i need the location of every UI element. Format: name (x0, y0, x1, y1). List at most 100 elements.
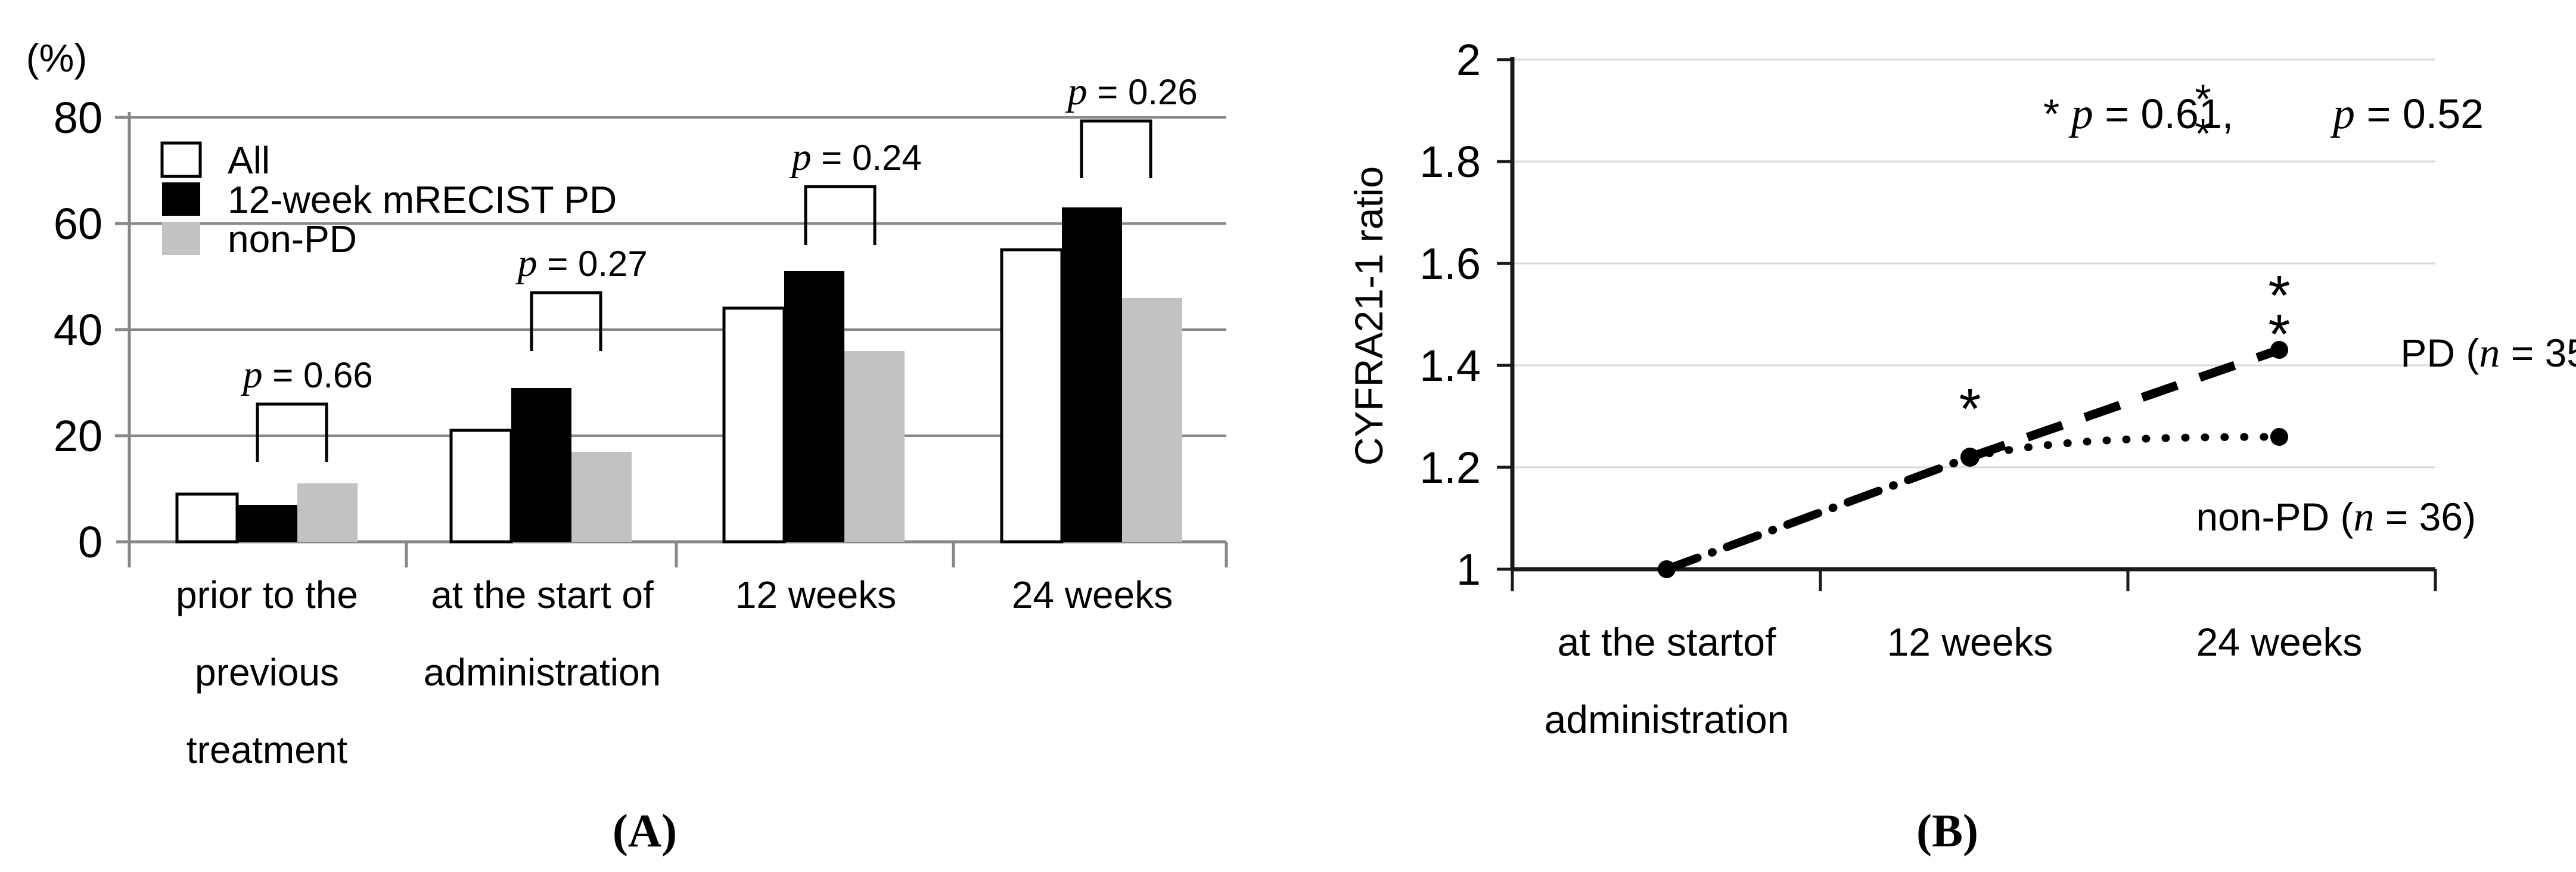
panel-b-series-lines (1663, 345, 2283, 573)
bar-group-prior (175, 483, 358, 544)
p-value-text: = 0.26 (1087, 72, 1198, 112)
panel-b-chart: 2 1.8 1.6 1.4 1.2 1 CYFRA21-1 ratio * * … (1347, 35, 2576, 857)
bar-nonpd-start (571, 452, 632, 542)
line-nonpd-12w-to-24w (1966, 433, 2283, 461)
ytick-label-1.8: 1.8 (1419, 137, 1481, 187)
bar-group-12w (722, 271, 905, 544)
p-symbol: p (241, 353, 263, 396)
p-label-prior: p = 0.66 (173, 353, 422, 396)
panel-b-yaxis-title: CYFRA21-1 ratio (1347, 166, 1391, 466)
p-label-start: p = 0.27 (448, 241, 697, 285)
panel-b-gridlines (1514, 58, 2435, 468)
xlabel-start-line1: at the startof (1558, 620, 1777, 664)
bracket-prior (256, 402, 328, 462)
xlabel-start-line2: administration (424, 651, 661, 694)
ytick-label-80: 80 (54, 93, 102, 142)
ytick-label-20: 20 (54, 411, 102, 461)
annotation-value: = 0.52 (2355, 91, 2484, 137)
annotation-dstar-top: * (2195, 76, 2211, 122)
bar-nonpd-12w (844, 351, 905, 542)
bar-pd-start (511, 388, 571, 542)
line-shared-start-to-12w (1663, 453, 1974, 573)
annotation-p-symbol: p (2330, 89, 2355, 138)
annotation-part1: * p = 0.61, (1939, 89, 2314, 138)
p-symbol: p (790, 135, 812, 179)
point-start (1658, 560, 1676, 578)
series-label-pd: PD (n = 35) (2324, 330, 2576, 376)
panel-a-unit-label: (%) (26, 36, 88, 80)
xlabel-12w: 12 weeks (1887, 620, 2053, 664)
series-label-nonpd: non-PD (n = 36) (2120, 494, 2531, 540)
legend-swatch-pd (162, 182, 200, 216)
bar-all-12w (722, 306, 786, 544)
annotation-dstar-bottom: * (2195, 110, 2211, 157)
panel-a-xlabels: prior to the previous treatment at the s… (176, 573, 1173, 771)
bar-pd-prior (237, 505, 297, 542)
panel-a-legend: All 12-week mRECIST PD non-PD (160, 139, 617, 260)
point-24w-nonpd (2270, 428, 2288, 446)
n-symbol: n (2479, 330, 2500, 376)
xlabel-prior-line3: treatment (187, 728, 348, 771)
legend-label-nonpd: non-PD (228, 218, 357, 260)
xlabel-24w: 24 weeks (2196, 620, 2363, 664)
bracket-12w (804, 185, 877, 245)
ytick-label-1.6: 1.6 (1419, 239, 1481, 288)
bar-all-prior (175, 492, 239, 544)
bar-pd-12w (784, 271, 844, 542)
p-symbol: p (1065, 70, 1087, 113)
bar-group-start (449, 388, 632, 544)
panel-a-brackets (256, 119, 1152, 462)
xlabel-prior-line1: prior to the (176, 573, 358, 616)
series-label-text: non-PD ( (2196, 495, 2353, 539)
bar-pd-24w (1062, 207, 1122, 542)
bar-all-start (449, 429, 513, 544)
bar-nonpd-prior (297, 483, 358, 542)
legend-swatch-all (160, 141, 202, 178)
p-value-text: = 0.24 (812, 138, 922, 178)
annotation-part2: p = 0.52 (2229, 89, 2565, 138)
point-12w (1960, 448, 1980, 467)
legend-swatch-nonpd (162, 222, 200, 255)
panel-a-ytick-labels: 80 60 40 20 0 (54, 93, 102, 567)
double-star-marker-24w-bottom: * (2269, 303, 2291, 366)
panel-b-ytick-labels: 2 1.8 1.6 1.4 1.2 1 (1419, 35, 1481, 594)
line-pd-12w-to-24w (1968, 345, 2281, 462)
annotation-star: * (2043, 91, 2071, 137)
double-star-marker-24w-top: * (2269, 264, 2291, 327)
ytick-label-60: 60 (54, 199, 102, 249)
n-symbol: n (2353, 494, 2374, 540)
bar-group-24w (1000, 207, 1182, 544)
legend-label-pd: 12-week mRECIST PD (228, 178, 617, 221)
ytick-label-40: 40 (54, 305, 102, 355)
panel-b-xlabels: at the startof administration 12 weeks 2… (1545, 620, 2363, 741)
panel-a-chart: (%) 80 60 40 20 0 (26, 36, 1247, 857)
xlabel-24w: 24 weeks (1012, 573, 1173, 616)
legend-label-all: All (228, 139, 270, 182)
p-label-24w: p = 0.26 (998, 70, 1247, 113)
panel-a-caption: (A) (613, 805, 677, 857)
p-value-text: = 0.66 (263, 355, 373, 395)
series-label-text: = 36) (2374, 495, 2476, 539)
bar-all-24w (1000, 248, 1064, 544)
panel-b-annotation: * p = 0.61, * * p = 0.52 (1939, 76, 2565, 157)
annotation-value: = 0.61, (2093, 91, 2233, 137)
panel-b-caption: (B) (1916, 805, 1978, 857)
xlabel-12w: 12 weeks (735, 573, 896, 616)
ytick-label-1: 1 (1456, 545, 1481, 594)
ytick-label-0: 0 (78, 517, 102, 567)
ytick-label-2: 2 (1456, 35, 1481, 85)
xlabel-prior-line2: previous (195, 651, 339, 694)
annotation-p-symbol: p (2068, 89, 2093, 138)
star-marker-12w: * (1959, 377, 1981, 440)
bracket-24w (1080, 119, 1152, 178)
p-value-text: = 0.27 (537, 244, 648, 284)
bar-nonpd-24w (1122, 298, 1182, 542)
series-label-text: = 35) (2500, 331, 2576, 375)
bracket-start (530, 291, 602, 351)
point-24w-pd (2270, 341, 2288, 359)
xlabel-start-line2: administration (1545, 697, 1789, 741)
p-label-12w: p = 0.24 (722, 135, 971, 179)
p-symbol: p (515, 241, 537, 285)
panel-b-data-points (1658, 341, 2288, 578)
